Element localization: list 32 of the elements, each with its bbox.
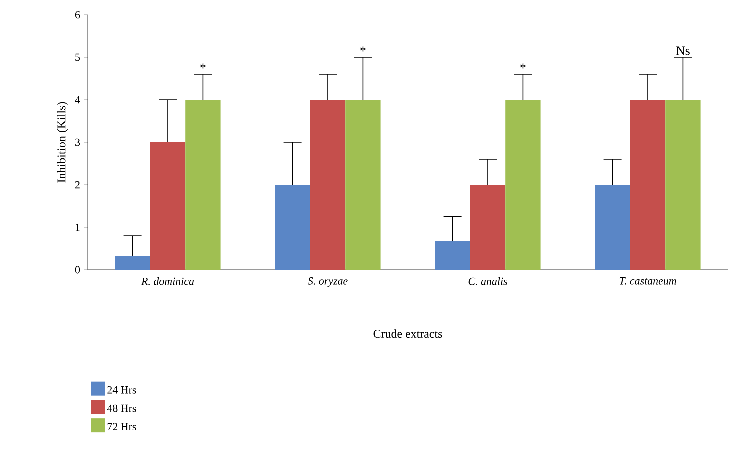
- x-tick-label: C. analis: [468, 278, 508, 286]
- bar: [150, 142, 186, 270]
- bar: [310, 100, 346, 270]
- x-axis-title: Crude extracts: [374, 330, 442, 338]
- annotation: *: [200, 64, 206, 69]
- x-tick-label: R. dominica: [141, 278, 194, 286]
- y-tick-label: 4: [75, 96, 80, 104]
- y-axis-title: Inhibition (Kills): [57, 102, 68, 183]
- annotation: Ns: [676, 46, 690, 56]
- bar: [275, 185, 310, 270]
- x-tick-label: T. castaneum: [620, 278, 676, 285]
- bar: [666, 100, 701, 270]
- bar: [506, 100, 541, 270]
- bar: [186, 100, 221, 270]
- legend-label: 48 Hrs: [107, 404, 136, 412]
- legend-label: 24 Hrs: [108, 386, 136, 394]
- y-tick-label: 2: [75, 181, 80, 189]
- bar: [470, 185, 506, 270]
- y-tick-label: 6: [75, 11, 80, 19]
- y-tick-label: 0: [75, 266, 80, 274]
- bar: [115, 256, 150, 270]
- annotation: *: [520, 64, 526, 69]
- annotation: *: [360, 46, 366, 52]
- bar: [595, 185, 630, 270]
- bar: [630, 100, 666, 270]
- bar: [435, 242, 470, 270]
- bar: [346, 100, 381, 270]
- x-tick-label: S. oryzae: [308, 278, 348, 288]
- legend-label: 72 Hrs: [108, 423, 136, 431]
- y-tick-label: 5: [76, 54, 80, 62]
- y-tick-label: 1: [76, 224, 80, 232]
- y-tick-label: 3: [76, 138, 80, 146]
